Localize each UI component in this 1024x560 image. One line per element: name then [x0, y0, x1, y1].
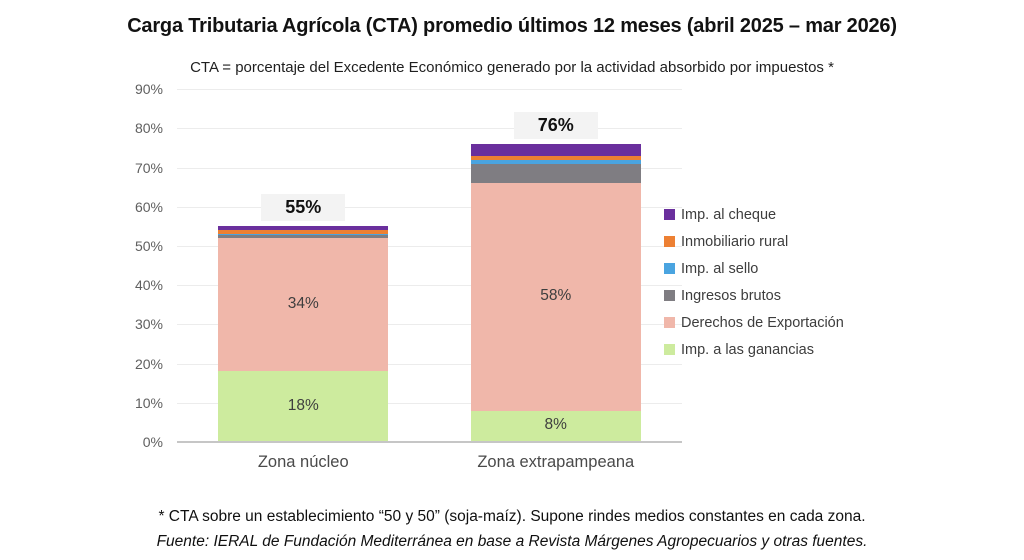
segment-label: 18% [287, 396, 319, 414]
legend-label: Imp. al sello [681, 260, 759, 277]
bar-segment-inmobiliario-rural [218, 230, 389, 235]
bar-segment-ingresos-brutos [218, 235, 389, 239]
y-tick-label: 30% [134, 316, 163, 333]
gridline [177, 206, 682, 208]
legend-swatch [664, 209, 675, 220]
segment-label: 8% [544, 416, 567, 434]
legend-item-inmobiliario-rural: Inmobiliario rural [664, 228, 844, 255]
gridline [177, 363, 682, 365]
bar-segment-imp-al-cheque [218, 226, 389, 231]
segment-label: 58% [540, 286, 572, 304]
y-tick-label: 20% [134, 355, 163, 372]
footnote: * CTA sobre un establecimiento “50 y 50”… [158, 508, 866, 525]
gridline [177, 285, 682, 287]
x-axis-line [177, 441, 682, 443]
y-tick-label: 0% [142, 434, 163, 450]
legend-swatch [664, 236, 675, 247]
legend-item-imp-a-las-ganancias: Imp. a las ganancias [664, 336, 844, 363]
legend: Imp. al cheque Inmobiliario rural Imp. al … [664, 201, 844, 363]
legend-swatch [664, 263, 675, 274]
y-tick-label: 50% [134, 238, 163, 254]
chart-subtitle: CTA = porcentaje del Excedente Económico… [190, 59, 834, 76]
gridline [177, 324, 682, 326]
legend-item-imp-al-cheque: Imp. al cheque [664, 201, 844, 228]
bar-segment-derechos-de-exportacion [218, 238, 389, 372]
bar-segment-imp-a-las-ganancias [218, 371, 389, 442]
x-axis-label: Zona núcleo [257, 453, 349, 471]
bar-segment-imp-a-las-ganancias [470, 410, 641, 442]
y-tick-label: 70% [134, 159, 163, 176]
legend-swatch [664, 317, 675, 328]
gridline [177, 167, 682, 169]
legend-label: Derechos de Exportación [681, 314, 844, 331]
legend-swatch [664, 290, 675, 301]
gridline [177, 89, 682, 91]
bar-segment-derechos-de-exportacion [470, 183, 641, 411]
bar-segment-imp-al-cheque [470, 144, 641, 156]
y-tick-label: 60% [134, 198, 163, 215]
legend-label: Inmobiliario rural [681, 233, 789, 250]
gridline [177, 128, 682, 130]
legend-label: Imp. al cheque [681, 206, 777, 223]
bar-segment-imp-al-sello [470, 159, 641, 164]
y-tick-label: 80% [134, 120, 163, 137]
chart-title: Carga Tributaria Agrícola (CTA) promedio… [127, 15, 897, 37]
source-note: Fuente: IERAL de Fundación Mediterránea … [156, 533, 868, 550]
y-tick-label: 40% [134, 277, 163, 294]
legend-item-ingresos-brutos: Ingresos brutos [664, 282, 844, 309]
legend-item-derechos-de-exportacion: Derechos de Exportación [664, 309, 844, 336]
total-label: 55% [261, 194, 346, 222]
legend-item-imp-al-sello: Imp. al sello [664, 255, 844, 282]
gridline [177, 402, 682, 404]
bar-segment-inmobiliario-rural [470, 155, 641, 160]
legend-swatch [664, 344, 675, 355]
legend-label: Imp. a las ganancias [681, 341, 814, 358]
bar-segment-imp-al-sello [218, 234, 389, 236]
gridline [177, 246, 682, 247]
x-axis-label: Zona extrapampeana [477, 453, 635, 471]
y-tick-label: 90% [134, 81, 163, 98]
bar-segment-ingresos-brutos [470, 163, 641, 184]
total-label: 76% [513, 112, 598, 140]
segment-label: 34% [287, 294, 319, 312]
y-tick-label: 10% [134, 394, 163, 411]
legend-label: Ingresos brutos [681, 287, 781, 304]
